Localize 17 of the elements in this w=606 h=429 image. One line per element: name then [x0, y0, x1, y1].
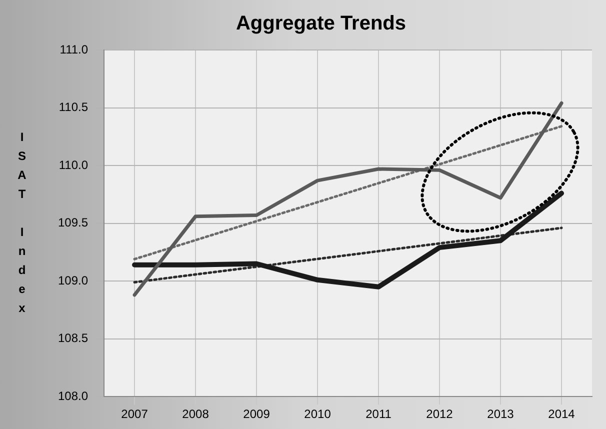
x-tick-label: 2011 — [366, 407, 392, 422]
x-tick-label: 2010 — [304, 407, 332, 422]
y-tick-label: 111.0 — [60, 42, 88, 56]
x-tick-label: 2007 — [121, 407, 148, 422]
chart-title: Aggregate Trends — [236, 12, 406, 35]
x-tick-label: 2012 — [426, 407, 454, 422]
y-tick-label: 109.5 — [58, 216, 88, 230]
x-tick-label: 2008 — [182, 407, 210, 422]
y-tick-label: 109.0 — [58, 273, 88, 288]
y-tick-label: 110.0 — [58, 158, 88, 172]
x-tick-label: 2014 — [548, 407, 576, 422]
y-tick-label: 108.5 — [58, 331, 88, 346]
text: ISAT Index — [18, 130, 26, 316]
y-tick-label: 108.0 — [58, 388, 88, 403]
x-tick-label: 2013 — [487, 407, 514, 422]
y-tick-label: 110.5 — [58, 100, 88, 114]
x-tick-label: 2009 — [243, 407, 270, 422]
